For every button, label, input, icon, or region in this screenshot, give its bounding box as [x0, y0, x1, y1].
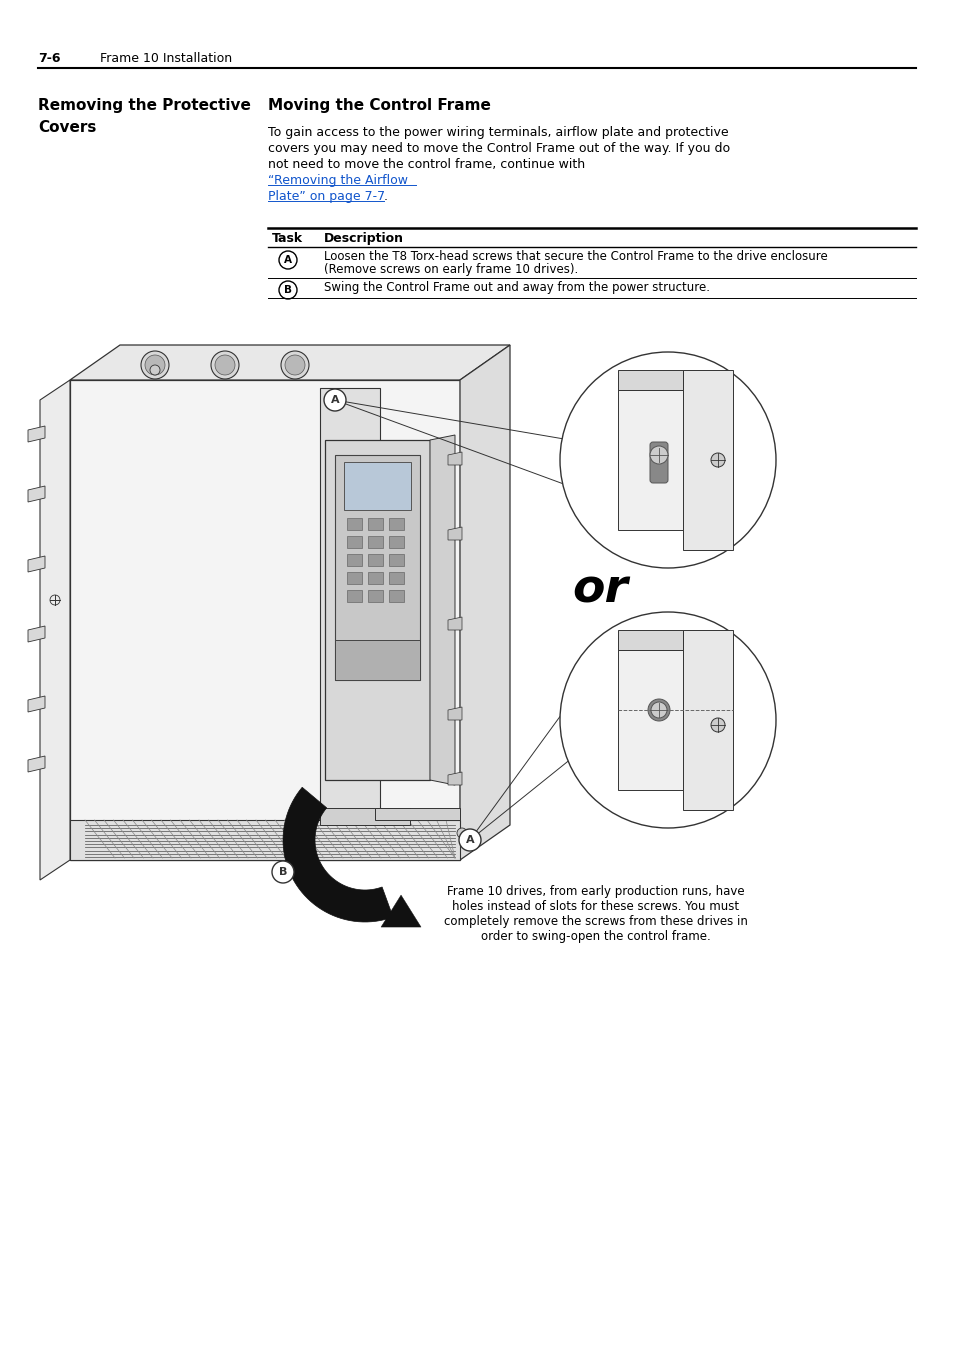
- Polygon shape: [70, 379, 459, 860]
- Polygon shape: [28, 427, 45, 441]
- Circle shape: [324, 389, 346, 410]
- Polygon shape: [430, 435, 455, 784]
- Polygon shape: [389, 590, 403, 602]
- Circle shape: [559, 612, 775, 828]
- Text: A: A: [284, 255, 292, 265]
- Circle shape: [145, 355, 165, 375]
- Polygon shape: [389, 554, 403, 566]
- Text: Swing the Control Frame out and away from the power structure.: Swing the Control Frame out and away fro…: [324, 281, 709, 294]
- Text: Covers: Covers: [38, 120, 96, 135]
- Text: To gain access to the power wiring terminals, airflow plate and protective: To gain access to the power wiring termi…: [268, 126, 728, 139]
- Polygon shape: [368, 590, 382, 602]
- Polygon shape: [347, 536, 361, 548]
- Text: not need to move the control frame, continue with: not need to move the control frame, cont…: [268, 158, 589, 171]
- Polygon shape: [40, 379, 70, 880]
- Text: Frame 10 Installation: Frame 10 Installation: [100, 53, 232, 65]
- Polygon shape: [335, 455, 419, 680]
- Text: completely remove the screws from these drives in: completely remove the screws from these …: [443, 915, 747, 927]
- Text: covers you may need to move the Control Frame out of the way. If you do: covers you may need to move the Control …: [268, 142, 729, 155]
- Polygon shape: [347, 572, 361, 585]
- Circle shape: [650, 702, 666, 718]
- Text: or: or: [572, 567, 627, 613]
- Text: Task: Task: [272, 232, 303, 244]
- Polygon shape: [283, 787, 393, 922]
- Polygon shape: [682, 370, 732, 549]
- Polygon shape: [347, 554, 361, 566]
- Polygon shape: [28, 756, 45, 772]
- Circle shape: [710, 718, 724, 732]
- Circle shape: [710, 454, 724, 467]
- Polygon shape: [682, 630, 732, 810]
- Circle shape: [141, 351, 169, 379]
- Polygon shape: [618, 649, 682, 790]
- Circle shape: [458, 829, 480, 850]
- Polygon shape: [618, 370, 682, 390]
- Text: Loosen the T8 Torx-head screws that secure the Control Frame to the drive enclos: Loosen the T8 Torx-head screws that secu…: [324, 250, 827, 263]
- Polygon shape: [618, 630, 682, 649]
- Text: A: A: [331, 396, 339, 405]
- Polygon shape: [448, 617, 461, 630]
- Polygon shape: [368, 536, 382, 548]
- Polygon shape: [448, 707, 461, 720]
- Polygon shape: [368, 554, 382, 566]
- Polygon shape: [618, 390, 682, 531]
- Circle shape: [559, 352, 775, 568]
- Circle shape: [456, 828, 467, 838]
- FancyBboxPatch shape: [649, 441, 667, 483]
- Polygon shape: [448, 452, 461, 464]
- Text: “Removing the Airflow: “Removing the Airflow: [268, 174, 408, 188]
- Polygon shape: [319, 387, 379, 810]
- Circle shape: [150, 364, 160, 375]
- Text: Moving the Control Frame: Moving the Control Frame: [268, 99, 491, 113]
- Text: order to swing-open the control frame.: order to swing-open the control frame.: [480, 930, 710, 944]
- Text: 7-6: 7-6: [38, 53, 60, 65]
- Text: Description: Description: [324, 232, 403, 244]
- Circle shape: [211, 351, 239, 379]
- Polygon shape: [389, 536, 403, 548]
- Polygon shape: [28, 697, 45, 711]
- Polygon shape: [368, 518, 382, 531]
- Polygon shape: [325, 440, 430, 780]
- Text: Frame 10 drives, from early production runs, have: Frame 10 drives, from early production r…: [447, 886, 744, 898]
- Polygon shape: [448, 772, 461, 784]
- Circle shape: [285, 355, 305, 375]
- Polygon shape: [335, 640, 419, 680]
- Text: Removing the Protective: Removing the Protective: [38, 99, 251, 113]
- Circle shape: [647, 699, 669, 721]
- Polygon shape: [448, 526, 461, 540]
- Text: Plate” on page 7-7: Plate” on page 7-7: [268, 190, 385, 202]
- Polygon shape: [28, 486, 45, 502]
- Circle shape: [281, 351, 309, 379]
- Text: .: .: [384, 190, 388, 202]
- Text: holes instead of slots for these screws. You must: holes instead of slots for these screws.…: [452, 900, 739, 913]
- Text: A: A: [465, 836, 474, 845]
- Text: B: B: [284, 285, 292, 296]
- Polygon shape: [389, 572, 403, 585]
- Polygon shape: [347, 590, 361, 602]
- Text: B: B: [278, 867, 287, 878]
- Polygon shape: [319, 809, 410, 825]
- Polygon shape: [28, 556, 45, 572]
- Circle shape: [272, 861, 294, 883]
- Polygon shape: [28, 626, 45, 643]
- Polygon shape: [380, 895, 420, 927]
- Polygon shape: [368, 572, 382, 585]
- Polygon shape: [375, 809, 459, 819]
- Polygon shape: [347, 518, 361, 531]
- Circle shape: [649, 446, 667, 464]
- Text: (Remove screws on early frame 10 drives).: (Remove screws on early frame 10 drives)…: [324, 263, 578, 275]
- Polygon shape: [70, 346, 510, 379]
- Polygon shape: [344, 462, 411, 510]
- Polygon shape: [459, 346, 510, 860]
- Circle shape: [214, 355, 234, 375]
- Polygon shape: [70, 819, 459, 860]
- Polygon shape: [389, 518, 403, 531]
